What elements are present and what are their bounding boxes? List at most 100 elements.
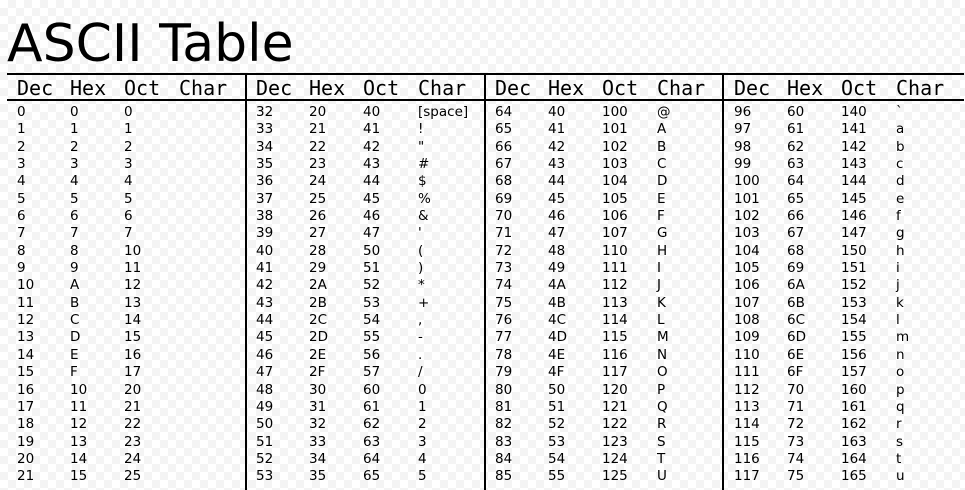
hex-cell: 72 [787, 416, 805, 433]
char-cell: 3 [418, 433, 427, 450]
dec-cell: 39 [256, 225, 274, 242]
oct-cell: 163 [841, 433, 867, 450]
char-cell: - [418, 329, 423, 346]
hex-cell: 4B [548, 294, 566, 311]
dec-cell: 110 [734, 346, 760, 363]
hex-cell: 62 [787, 138, 805, 155]
char-cell: T [657, 450, 666, 467]
char-cell: J [657, 277, 661, 294]
oct-cell: 116 [602, 346, 628, 363]
hex-cell: 6D [787, 329, 806, 346]
hex-cell: 33 [309, 433, 327, 450]
oct-cell: 43 [363, 156, 381, 173]
header-dec: Dec [17, 76, 54, 100]
hex-cell: 51 [548, 398, 566, 415]
hex-cell: 30 [309, 381, 327, 398]
dec-cell: 48 [256, 381, 274, 398]
table-row: 102 66 146 f [724, 208, 960, 225]
dec-cell: 72 [495, 242, 513, 259]
hex-cell: 28 [309, 242, 327, 259]
char-cell: L [657, 312, 665, 329]
oct-cell: 101 [602, 121, 628, 138]
hex-cell: 73 [787, 433, 805, 450]
dec-cell: 104 [734, 242, 760, 259]
oct-cell: 151 [841, 260, 867, 277]
oct-cell: 57 [363, 364, 381, 381]
oct-cell: 122 [602, 416, 628, 433]
table-row: 37 25 45% [246, 191, 482, 208]
dec-cell: 33 [256, 121, 274, 138]
oct-cell: 17 [124, 364, 142, 381]
char-cell: f [896, 208, 901, 225]
table-row: 15 F 17 [7, 364, 243, 381]
table-row: 105 69 151 i [724, 260, 960, 277]
oct-cell: 22 [124, 416, 142, 433]
oct-cell: 44 [363, 173, 381, 190]
dec-cell: 43 [256, 294, 274, 311]
dec-cell: 113 [734, 398, 760, 415]
hex-cell: 68 [787, 242, 805, 259]
table-row: 100 64 144 d [724, 173, 960, 190]
table-row: 51 33 63 3 [246, 434, 482, 451]
table-row: 32 20 40 [space] [246, 104, 482, 121]
header-char: Char [657, 76, 706, 100]
hex-cell: 4F [548, 364, 565, 381]
table-row: 40 28 50 ( [246, 243, 482, 260]
char-cell: r [896, 416, 902, 433]
table-row: 98 62 142 b [724, 139, 960, 156]
oct-cell: 6 [124, 208, 133, 225]
column-group-header: Dec Hex Oct Char [7, 74, 243, 100]
dec-cell: 103 [734, 225, 760, 242]
dec-cell: 117 [734, 468, 760, 485]
table-row: 69 45 105 E [485, 191, 721, 208]
char-cell: $ [418, 173, 427, 190]
oct-cell: 142 [841, 138, 867, 155]
table-row: 41 29 51) [246, 260, 482, 277]
table-row: 52 34 64 4 [246, 451, 482, 468]
dec-cell: 66 [495, 138, 513, 155]
hex-cell: 61 [787, 121, 805, 138]
dec-cell: 12 [17, 312, 35, 329]
oct-cell: 5 [124, 190, 133, 207]
oct-cell: 20 [124, 381, 142, 398]
char-cell: d [896, 173, 905, 190]
char-cell: ) [418, 260, 424, 277]
hex-cell: 4 [70, 173, 79, 190]
oct-cell: 21 [124, 398, 142, 415]
table-row: 80 50 120 P [485, 382, 721, 399]
dec-cell: 69 [495, 190, 513, 207]
dec-cell: 97 [734, 121, 752, 138]
hex-cell: 6E [787, 346, 805, 363]
oct-cell: 54 [363, 312, 381, 329]
oct-cell: 110 [602, 242, 628, 259]
char-cell: o [896, 364, 905, 381]
table-row: 114 72 162 r [724, 416, 960, 433]
table-row: 19 13 23 [7, 434, 243, 451]
dec-cell: 53 [256, 468, 274, 485]
hex-cell: 65 [787, 190, 805, 207]
dec-cell: 74 [495, 277, 513, 294]
dec-cell: 8 [17, 242, 26, 259]
oct-cell: 154 [841, 312, 867, 329]
char-cell: R [657, 416, 667, 433]
table-row: 77 4D 115 M [485, 329, 721, 346]
hex-cell: 50 [548, 381, 566, 398]
dec-cell: 81 [495, 398, 513, 415]
oct-cell: 115 [602, 329, 628, 346]
oct-cell: 111 [602, 260, 628, 277]
oct-cell: 107 [602, 225, 628, 242]
hex-cell: 31 [309, 398, 327, 415]
hex-cell: B [70, 294, 80, 311]
hex-cell: 41 [548, 121, 566, 138]
dec-cell: 52 [256, 450, 274, 467]
oct-cell: 55 [363, 329, 381, 346]
oct-cell: 124 [602, 450, 628, 467]
hex-cell: 44 [548, 173, 566, 190]
hex-cell: 2D [309, 329, 328, 346]
table-row: 81 51 121 Q [485, 399, 721, 416]
oct-cell: 23 [124, 433, 142, 450]
table-row: 17 11 21 [7, 399, 243, 416]
table-row: 21 15 25 [7, 468, 243, 485]
dec-cell: 32 [256, 104, 274, 120]
